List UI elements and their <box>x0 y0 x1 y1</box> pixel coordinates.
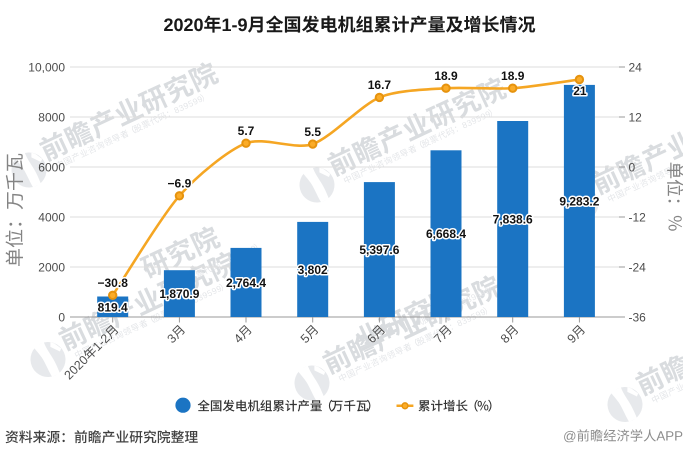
svg-text:12: 12 <box>629 110 643 124</box>
svg-text:2,764.4: 2,764.4 <box>226 276 266 290</box>
svg-text:24: 24 <box>629 60 643 74</box>
svg-text:4000: 4000 <box>38 210 65 224</box>
svg-text:18.9: 18.9 <box>434 69 458 83</box>
svg-text:2000: 2000 <box>38 260 65 274</box>
svg-text:-24: -24 <box>629 260 647 274</box>
svg-text:1,870.9: 1,870.9 <box>159 287 199 301</box>
svg-text:9,283.2: 9,283.2 <box>559 195 599 209</box>
svg-text:21: 21 <box>573 84 587 98</box>
svg-text:10,000: 10,000 <box>28 60 65 74</box>
svg-text:18.9: 18.9 <box>501 69 525 83</box>
svg-text:16.7: 16.7 <box>368 78 392 92</box>
svg-text:6,668.4: 6,668.4 <box>426 227 466 241</box>
svg-text:-12: -12 <box>629 210 647 224</box>
svg-text:−6.9: −6.9 <box>168 177 192 191</box>
svg-text:-36: -36 <box>629 310 647 324</box>
svg-text:5.5: 5.5 <box>304 125 321 139</box>
svg-text:7,838.6: 7,838.6 <box>493 213 533 227</box>
svg-text:8000: 8000 <box>38 110 65 124</box>
svg-text:5,397.6: 5,397.6 <box>359 243 399 257</box>
svg-text:5.7: 5.7 <box>238 124 255 138</box>
svg-text:819.4: 819.4 <box>98 300 128 314</box>
svg-text:3,802: 3,802 <box>298 263 328 277</box>
svg-text:−30.8: −30.8 <box>98 276 129 290</box>
svg-text:0: 0 <box>629 160 636 174</box>
svg-text:6000: 6000 <box>38 160 65 174</box>
svg-text:0: 0 <box>58 310 65 324</box>
